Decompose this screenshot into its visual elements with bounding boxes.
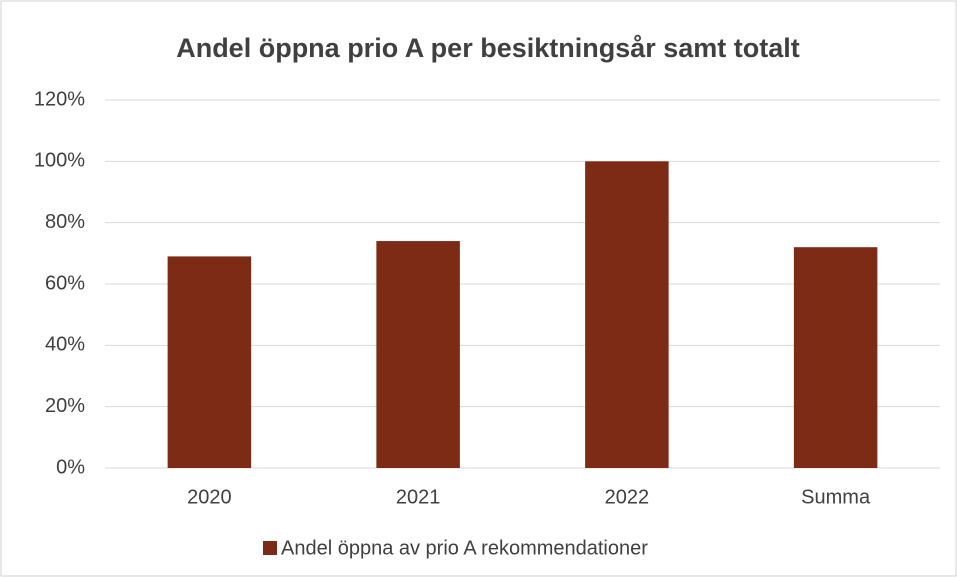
y-tick-label: 40% xyxy=(45,334,85,356)
y-tick-label: 20% xyxy=(45,395,85,417)
x-tick-label: 2021 xyxy=(396,486,441,508)
chart-title: Andel öppna prio A per besiktningsår sam… xyxy=(176,33,800,63)
y-tick-label: 60% xyxy=(45,272,85,294)
bar xyxy=(585,161,669,469)
x-tick-label: 2020 xyxy=(187,486,232,508)
y-tick-label: 100% xyxy=(34,150,85,172)
bar xyxy=(167,256,252,468)
legend-label: Andel öppna av prio A rekommendationer xyxy=(281,537,648,559)
legend-swatch xyxy=(263,541,277,555)
y-tick-label: 80% xyxy=(45,211,85,233)
bar xyxy=(376,241,460,468)
x-tick-label: Summa xyxy=(801,486,871,508)
x-tick-label: 2022 xyxy=(605,486,650,508)
bar xyxy=(793,247,878,468)
y-tick-label: 0% xyxy=(56,456,85,478)
y-tick-label: 120% xyxy=(34,88,85,110)
